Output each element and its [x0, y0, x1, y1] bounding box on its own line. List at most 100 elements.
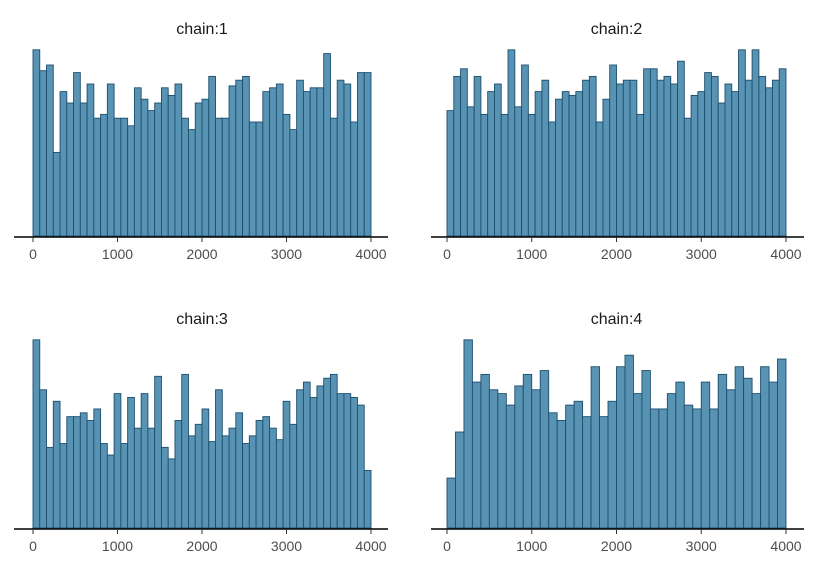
histogram-bar	[565, 404, 575, 529]
histogram-bar	[120, 443, 129, 529]
histogram-bar	[59, 91, 68, 237]
histogram-bar	[692, 408, 702, 529]
histogram-bar	[527, 113, 536, 237]
x-tick-label: 3000	[271, 538, 302, 554]
histogram-bar	[86, 83, 95, 237]
histogram-bar	[744, 79, 753, 237]
histogram-bar	[641, 370, 651, 529]
histogram-bar	[323, 53, 331, 237]
histogram-panel: chain:4 0 1000 2000 3000 4000	[431, 311, 804, 554]
histogram-bar	[215, 117, 223, 237]
histogram-bar	[636, 113, 645, 237]
histogram-bar	[505, 404, 516, 529]
histogram-bar	[93, 117, 102, 237]
histogram-bar	[289, 129, 298, 237]
histogram-bar	[633, 393, 643, 529]
histogram-bar	[242, 75, 250, 237]
x-tick-label: 1000	[516, 538, 547, 554]
histogram-bar	[262, 91, 271, 237]
histogram-bar	[66, 102, 75, 237]
histogram-bar	[194, 423, 203, 529]
histogram-bar	[629, 79, 638, 237]
histogram-bar	[289, 423, 298, 529]
histogram-bar	[127, 125, 135, 237]
histogram-bar	[208, 441, 216, 529]
histogram-bar	[93, 408, 102, 529]
histogram-bar	[329, 117, 338, 237]
histogram-bar	[39, 389, 47, 529]
histogram-bar	[52, 400, 61, 529]
histogram-bar	[683, 404, 694, 529]
histogram-bar	[296, 389, 304, 529]
histogram-bar	[52, 151, 61, 237]
histogram-bar	[771, 79, 780, 237]
histogram-bar	[343, 83, 352, 237]
panel-title: chain:2	[591, 21, 643, 38]
histogram-bar	[323, 377, 331, 529]
histogram-bar	[539, 370, 550, 529]
x-tick-label: 4000	[770, 246, 801, 262]
histogram-panel: chain:1 0 1000 2000 3000 4000	[14, 21, 388, 262]
histogram-bar	[609, 64, 617, 237]
histogram-bar	[466, 106, 475, 237]
histogram-bar	[521, 64, 529, 237]
histogram-bar	[778, 68, 787, 237]
histogram-bar	[463, 339, 473, 529]
histogram-bar	[235, 412, 244, 529]
histogram-bar	[751, 393, 762, 529]
histogram-bar	[599, 416, 609, 529]
histogram-bar	[697, 91, 706, 237]
histogram-bar	[658, 408, 668, 529]
histogram-bar	[724, 83, 733, 237]
histogram-bar	[32, 339, 41, 529]
histogram-bar	[731, 91, 739, 237]
histogram-bar	[329, 373, 338, 529]
histogram-bar	[670, 83, 678, 237]
histogram-bar	[573, 400, 584, 529]
histogram-bar	[106, 454, 115, 529]
histogram-bar	[582, 79, 590, 237]
histogram-bar	[174, 420, 183, 529]
x-tick-label: 4000	[355, 246, 386, 262]
x-tick-label: 0	[29, 538, 37, 554]
histogram-bar	[269, 427, 277, 529]
histogram-bar	[758, 75, 767, 237]
histogram-bar	[357, 72, 365, 237]
histogram-bar	[709, 408, 719, 529]
histogram-bar	[59, 443, 68, 529]
histogram-bar	[66, 416, 75, 529]
histogram-bar	[471, 381, 482, 529]
histogram-bar	[595, 121, 604, 237]
histogram-bar	[127, 396, 135, 529]
histogram-bar	[147, 427, 156, 529]
histogram-bar	[675, 381, 685, 529]
histogram-bar	[113, 117, 122, 237]
histogram-bar	[302, 91, 311, 237]
histogram-bar	[302, 381, 311, 529]
histogram-bar	[46, 446, 54, 529]
histogram-bar	[717, 102, 726, 237]
histogram-bar	[228, 427, 237, 529]
histogram-bar	[201, 98, 210, 237]
histogram-bar	[275, 439, 284, 529]
histogram-bar	[343, 393, 352, 529]
x-tick-label: 2000	[601, 538, 632, 554]
histogram-bar	[188, 435, 196, 529]
histogram-bar	[588, 75, 597, 237]
histogram-bar	[221, 435, 230, 529]
histogram-bar	[357, 404, 365, 529]
histogram-bar	[363, 72, 372, 237]
histogram-bar	[622, 79, 631, 237]
histogram-bar	[453, 75, 462, 237]
histogram-bar	[488, 389, 499, 529]
histogram-bar	[336, 79, 345, 237]
histogram-bar	[181, 373, 189, 529]
histogram-bar	[316, 385, 325, 529]
histogram-bar	[734, 366, 745, 529]
histogram-bar	[494, 83, 502, 237]
histogram-bar	[548, 412, 558, 529]
histogram-bar	[531, 389, 541, 529]
histogram-bar	[140, 393, 149, 529]
histogram-bar	[174, 83, 183, 237]
